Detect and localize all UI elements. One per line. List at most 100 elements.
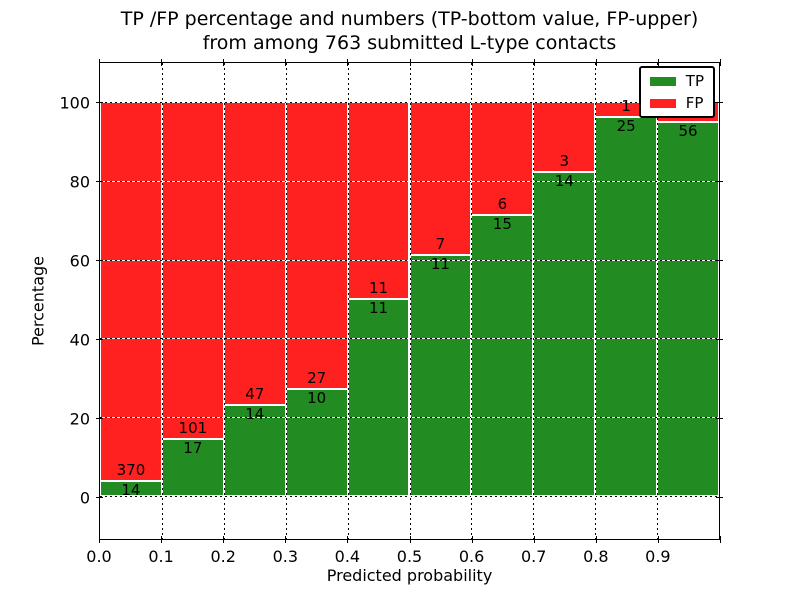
bar-tp-7 <box>533 171 596 496</box>
bar-fp-count-2: 47 <box>245 385 265 404</box>
x-tick-label-0.9: 0.9 <box>645 547 671 566</box>
x-tick-label-0.5: 0.5 <box>396 547 423 566</box>
legend-row-fp: FP <box>649 94 704 112</box>
x-tick-bottom <box>471 536 473 543</box>
bar-fp-7 <box>533 102 596 172</box>
y-axis-label: Percentage <box>28 255 48 347</box>
bar-tp-0 <box>100 481 162 496</box>
y-tick-right <box>716 180 723 182</box>
bar-fp-0 <box>100 102 162 482</box>
bar-fp-3 <box>285 102 348 390</box>
bar-fp-count-7: 3 <box>559 151 570 170</box>
chart-title-line2: from among 763 submitted L-type contacts <box>202 32 617 54</box>
y-tick-right <box>716 259 723 261</box>
y-tick-label-20: 20 <box>69 409 90 429</box>
x-tick-top <box>533 59 535 66</box>
x-tick-bottom <box>657 536 659 543</box>
bar-tp-count-4: 11 <box>369 299 389 318</box>
chart-title: TP /FP percentage and numbers (TP-bottom… <box>99 7 720 55</box>
bar-tp-3 <box>285 389 348 496</box>
y-tick-left <box>96 180 103 182</box>
bar-fp-1 <box>161 102 224 440</box>
y-tick-left <box>96 101 103 103</box>
bar-fp-count-6: 6 <box>497 194 508 213</box>
y-tick-label-40: 40 <box>69 330 90 350</box>
x-tick-bottom <box>533 536 535 543</box>
bar-fp-count-5: 7 <box>435 235 446 254</box>
x-tick-bottom <box>409 536 411 543</box>
y-tick-label-100: 100 <box>59 93 90 112</box>
bar-fp-6 <box>471 102 534 215</box>
bar-fp-5 <box>409 102 472 256</box>
y-tick-left <box>96 338 103 340</box>
legend-label-fp: FP <box>685 94 704 112</box>
x-tick-top <box>99 59 100 66</box>
x-tick-bottom <box>285 536 287 543</box>
y-tick-right <box>716 417 723 419</box>
bar-fp-4 <box>347 102 410 300</box>
bar-tp-count-1: 17 <box>183 439 203 458</box>
bar-tp-1 <box>161 439 224 496</box>
bar-tp-count-6: 15 <box>492 214 512 233</box>
y-tick-right <box>716 101 723 103</box>
x-tick-bottom <box>223 536 225 543</box>
gridline-vertical-0.2 <box>223 63 225 539</box>
bar-tp-count-2: 14 <box>245 405 265 424</box>
bar-tp-4 <box>347 299 410 496</box>
y-tick-label-0: 0 <box>79 488 90 508</box>
bar-fp-count-1: 101 <box>178 419 208 438</box>
x-tick-label-0.8: 0.8 <box>583 547 609 566</box>
x-tick-label-0.2: 0.2 <box>210 547 236 566</box>
bar-tp-count-9: 56 <box>678 122 698 141</box>
x-tick-top <box>595 59 597 66</box>
x-tick-top <box>471 59 473 66</box>
x-axis-label: Predicted probability <box>326 566 493 585</box>
y-tick-right <box>716 338 723 340</box>
y-tick-left <box>96 496 103 498</box>
bar-tp-8 <box>595 117 658 496</box>
gridline-vertical-0.6 <box>471 63 473 539</box>
x-tick-bottom <box>99 536 100 543</box>
x-tick-label-0.0: 0.0 <box>86 547 112 566</box>
legend-swatch-tp-icon <box>649 76 676 86</box>
gridline-vertical-0.1 <box>161 63 163 539</box>
x-tick-label-0.1: 0.1 <box>148 547 174 566</box>
bar-tp-6 <box>471 214 534 496</box>
bar-tp-count-5: 11 <box>430 255 450 274</box>
x-tick-bottom <box>720 536 721 543</box>
x-tick-bottom <box>347 536 349 543</box>
plot-area: TP FP 14 370 17 101 14 47 10 27 11 11 11 7 15 6 14 3 25 1 5… <box>99 62 720 540</box>
x-tick-top <box>347 59 349 66</box>
gridline-vertical-0.9 <box>657 63 659 539</box>
legend: TP FP <box>638 66 715 118</box>
legend-label-tp: TP <box>685 72 704 90</box>
bar-tp-count-7: 14 <box>554 171 574 190</box>
legend-row-tp: TP <box>649 72 704 90</box>
bar-tp-count-0: 14 <box>121 481 141 500</box>
x-tick-label-0.6: 0.6 <box>458 547 485 566</box>
legend-swatch-fp-icon <box>649 98 676 108</box>
y-tick-left <box>96 259 103 261</box>
gridline-vertical-0.7 <box>533 63 535 539</box>
gridline-vertical-0.4 <box>347 63 349 539</box>
x-tick-top <box>285 59 287 66</box>
x-tick-label-0.3: 0.3 <box>272 547 299 566</box>
x-tick-top <box>223 59 225 66</box>
gridline-vertical-0.5 <box>409 63 411 539</box>
bar-fp-count-0: 370 <box>116 461 146 480</box>
x-tick-label-0.7: 0.7 <box>520 547 547 566</box>
x-tick-label-0.4: 0.4 <box>334 547 361 566</box>
y-tick-right <box>716 496 723 498</box>
x-tick-top <box>409 59 411 66</box>
x-tick-top <box>657 59 659 66</box>
bar-tp-count-3: 10 <box>307 389 327 408</box>
bar-fp-2 <box>223 102 286 406</box>
bar-tp-9 <box>657 122 719 496</box>
y-tick-label-60: 60 <box>69 251 90 271</box>
y-tick-left <box>96 417 103 419</box>
gridline-vertical-0.3 <box>285 63 287 539</box>
x-tick-bottom <box>595 536 597 543</box>
gridline-vertical-0.8 <box>595 63 597 539</box>
chart-title-line1: TP /FP percentage and numbers (TP-bottom… <box>120 8 699 30</box>
